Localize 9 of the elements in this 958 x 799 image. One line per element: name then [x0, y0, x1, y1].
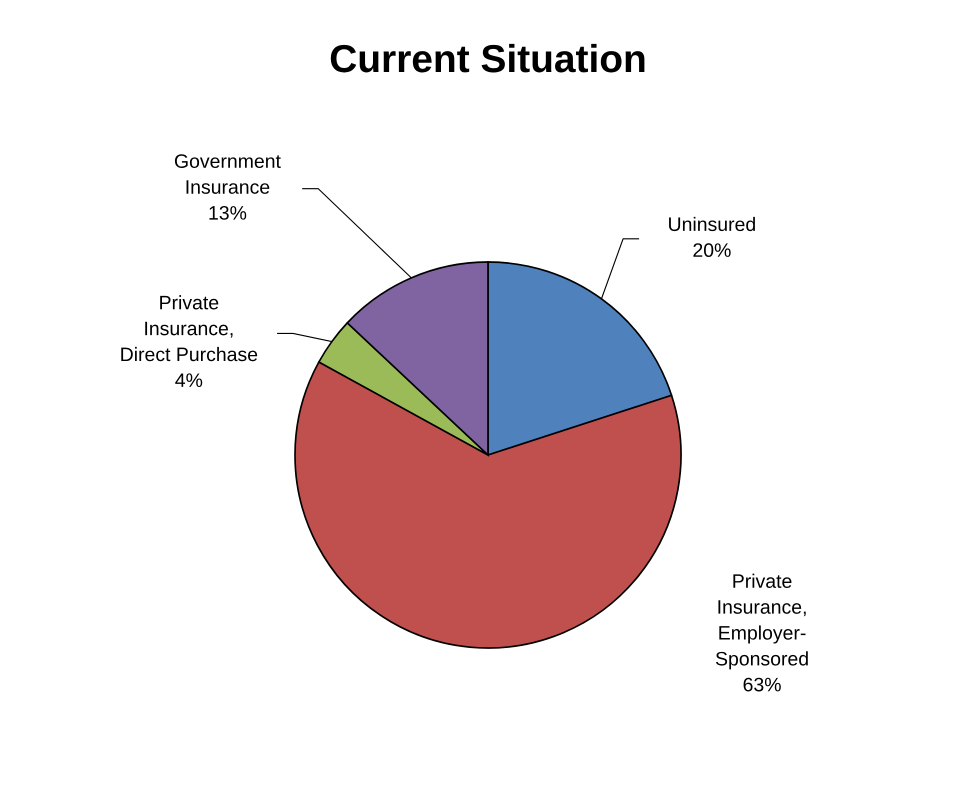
- data-label: 4%: [175, 373, 202, 388]
- slice-label: Private Insurance, Direct Purchase: [121, 295, 258, 362]
- slice-label: Private Insurance, Employer- Sponsored: [716, 574, 808, 670]
- slice-label: Government Insurance: [174, 154, 281, 194]
- chart-title: Current Situation: [330, 44, 644, 72]
- data-label: 13%: [209, 206, 246, 220]
- data-label: 20%: [693, 243, 731, 257]
- data-label: 63%: [744, 678, 781, 692]
- slice-label: Uninsured: [669, 216, 755, 232]
